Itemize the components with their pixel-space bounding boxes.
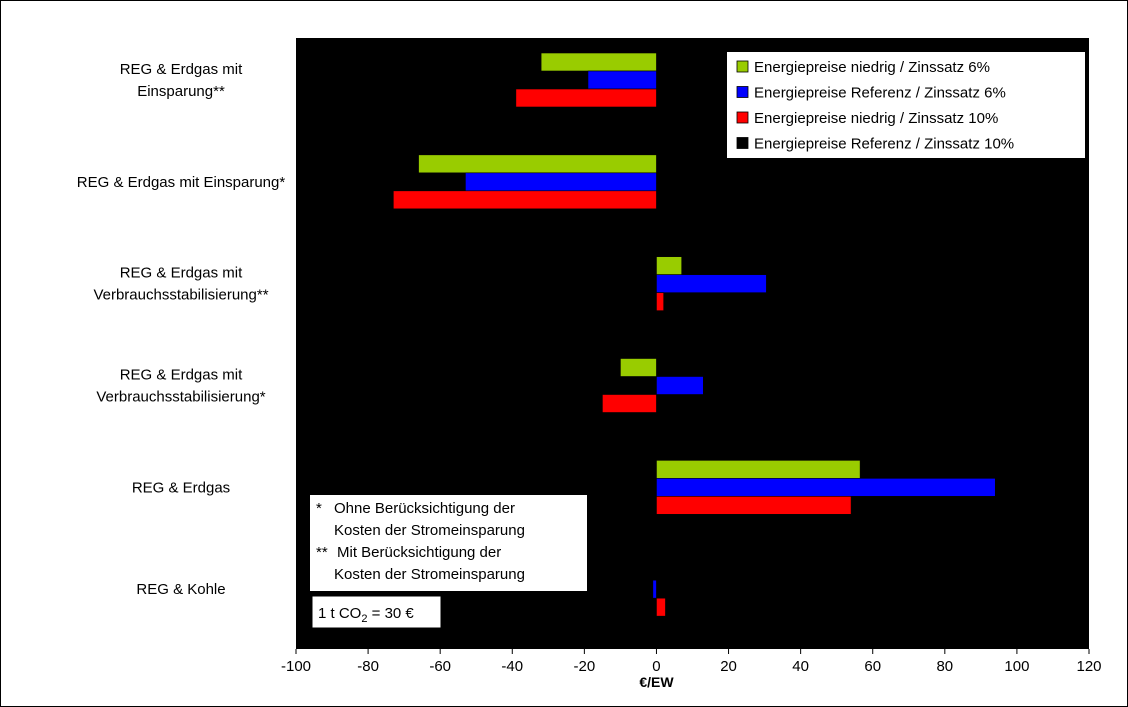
category-label-line: Verbrauchsstabilisierung* <box>96 389 265 406</box>
bar-3-3 <box>656 292 664 311</box>
x-tick-label: -20 <box>574 658 596 675</box>
category-label-line: REG & Kohle <box>136 581 225 598</box>
bar-3-1 <box>515 88 657 108</box>
x-tick-label: 40 <box>792 658 809 675</box>
footnote-marker: ** <box>316 544 328 561</box>
x-tick-label: 100 <box>1004 658 1029 675</box>
x-tick-label: 60 <box>864 658 881 675</box>
category-labels: REG & Erdgas mit Einsparung**REG & Erdgas… <box>77 61 286 598</box>
category-label: REG & Erdgas mit Einsparung** <box>120 61 243 100</box>
bar-1-2 <box>418 154 657 174</box>
category-label-line: REG & Erdgas mit <box>120 367 243 384</box>
legend-background <box>727 52 1085 158</box>
category-label: REG & Erdgas mit Verbrauchsstabilisierung… <box>93 265 268 304</box>
co2-note-suffix: = 30 € <box>367 605 414 622</box>
x-tick-label: 120 <box>1076 658 1101 675</box>
category-label-line: REG & Erdgas mit <box>120 61 243 78</box>
category-label: REG & Erdgas mit Einsparung* <box>77 174 286 191</box>
bar-3-2 <box>393 190 657 210</box>
bar-2-6 <box>652 579 657 599</box>
bar-2-1 <box>587 70 657 90</box>
bar-1-1 <box>540 52 657 72</box>
co2-note: 1 t CO2 = 30 € <box>318 605 414 625</box>
footnote-box: * Ohne Berücksichtigung der Kosten der Str… <box>310 495 587 591</box>
legend: Energiepreise niedrig / Zinssatz 6% Energ… <box>727 52 1085 158</box>
co2-note-box: 1 t CO2 = 30 € <box>311 595 442 629</box>
bar-1-5 <box>656 460 861 479</box>
legend-label: Energiepreise niedrig / Zinssatz 10% <box>754 110 998 127</box>
bar-1-3 <box>656 256 682 275</box>
x-tick-label: 80 <box>936 658 953 675</box>
category-label-line: REG & Erdgas <box>132 479 230 496</box>
category-label: REG & Erdgas mit Verbrauchsstabilisierung… <box>96 367 265 406</box>
co2-note-subscript: 2 <box>361 613 367 625</box>
x-tick-label: -80 <box>357 658 379 675</box>
x-tick-label: 20 <box>720 658 737 675</box>
bar-3-6 <box>656 597 666 617</box>
bar-2-4 <box>656 376 704 395</box>
bar-3-5 <box>656 496 852 515</box>
legend-swatch <box>736 137 749 149</box>
legend-label: Energiepreise Referenz / Zinssatz 10% <box>754 136 1014 153</box>
legend-swatch <box>736 111 749 124</box>
bar-2-2 <box>465 172 657 192</box>
x-tick-label: -60 <box>429 658 451 675</box>
category-label-line: REG & Erdgas mit Einsparung* <box>77 174 286 191</box>
legend-swatch <box>736 86 749 98</box>
footnote-text: Mit Berücksichtigung der <box>337 544 501 561</box>
bar-3-4 <box>602 394 657 413</box>
x-axis-title: €/EW <box>639 674 674 690</box>
x-axis: -100 -80 -60 -40 -20 0 20 40 60 80 100 120 <box>281 649 1102 675</box>
x-tick-label: -40 <box>501 658 523 675</box>
co2-note-background <box>311 595 442 629</box>
category-label-line: Einsparung** <box>137 83 225 100</box>
legend-swatch <box>736 60 749 73</box>
footnote-text: Ohne Berücksichtigung der <box>334 500 515 517</box>
bar-1-4 <box>620 358 657 377</box>
category-label: REG & Kohle <box>136 581 225 598</box>
category-label-line: Verbrauchsstabilisierung** <box>93 287 268 304</box>
footnote-marker: * <box>316 500 322 517</box>
category-label: REG & Erdgas <box>132 479 230 496</box>
bars <box>393 52 996 617</box>
bar-2-5 <box>656 478 996 497</box>
x-tick-label: 0 <box>652 658 660 675</box>
category-label-line: REG & Erdgas mit <box>120 265 243 282</box>
legend-label: Energiepreise Referenz / Zinssatz 6% <box>754 85 1006 102</box>
co2-note-prefix: 1 t CO <box>318 605 361 622</box>
footnote-text: Kosten der Stromeinsparung <box>334 566 525 583</box>
footnote-background <box>310 495 587 591</box>
bar-2-3 <box>656 274 767 293</box>
x-tick-label: -100 <box>281 658 311 675</box>
legend-label: Energiepreise niedrig / Zinssatz 6% <box>754 59 990 76</box>
footnote-text: Kosten der Stromeinsparung <box>334 522 525 539</box>
